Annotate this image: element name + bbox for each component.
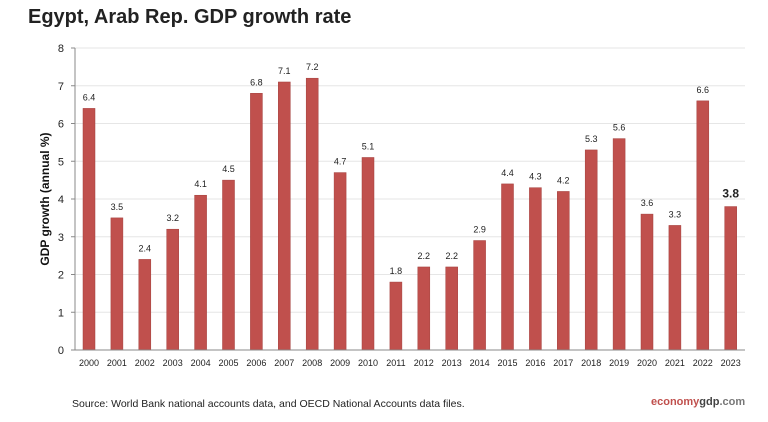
x-tick-label: 2015 [497, 358, 517, 368]
bar-2010 [361, 157, 375, 351]
data-label: 4.5 [222, 164, 235, 174]
bar-2023 [724, 206, 737, 351]
data-label: 4.4 [501, 168, 514, 178]
chart-title: Egypt, Arab Rep. GDP growth rate [28, 6, 352, 28]
data-label: 2.9 [473, 225, 486, 235]
x-tick-label: 2005 [218, 358, 238, 368]
y-tick-label: 1 [58, 307, 64, 319]
bar-2017 [557, 191, 570, 351]
data-labels: 6.4 3.5 2.4 3.2 4.1 4.5 6.8 7.1 7.2 4.7 5.1 1.8 2.2 2… [83, 62, 740, 276]
data-label: 3.5 [111, 202, 124, 212]
data-label: 5.3 [585, 134, 598, 144]
y-axis-label: GDP growth (annual %) [38, 132, 52, 265]
data-label: 5.1 [362, 141, 375, 151]
y-tick-label: 8 [58, 43, 64, 55]
x-tick-label: 2019 [609, 358, 629, 368]
y-tick-label: 5 [58, 156, 64, 168]
data-label: 5.6 [613, 123, 626, 133]
data-label: 3.6 [641, 198, 654, 208]
x-axis-ticks: 2000 2001 2002 2003 2004 2005 2006 2007 2008 2009… [79, 358, 741, 368]
x-tick-label: 2006 [246, 358, 266, 368]
data-label: 2.4 [139, 243, 152, 253]
bar-2012 [417, 266, 431, 351]
data-label: 3.8 [722, 187, 739, 201]
x-tick-label: 2023 [721, 358, 741, 368]
bar-2013 [445, 266, 458, 351]
y-tick-label: 3 [58, 232, 64, 244]
y-tick-label: 0 [58, 345, 64, 357]
bar-2014 [473, 240, 486, 351]
economygdp-logo: economygdp.com [651, 396, 746, 408]
x-tick-label: 2004 [191, 358, 211, 368]
x-tick-label: 2012 [414, 358, 434, 368]
data-label: 3.3 [669, 209, 682, 219]
data-label: 4.7 [334, 157, 347, 167]
bar-2020 [640, 213, 654, 351]
data-label: 6.6 [697, 85, 710, 95]
x-tick-label: 2003 [163, 358, 183, 368]
data-label: 7.2 [306, 62, 319, 72]
bar-2004 [194, 194, 207, 351]
data-label: 6.8 [250, 77, 263, 87]
data-label: 4.2 [557, 175, 570, 185]
data-label: 3.2 [166, 213, 179, 223]
data-label: 1.8 [390, 266, 403, 276]
data-label: 2.2 [445, 251, 458, 261]
x-tick-label: 2016 [525, 358, 545, 368]
bar-2022 [696, 100, 710, 351]
y-tick-label: 6 [58, 119, 64, 131]
bar-2007 [278, 81, 291, 351]
bar-2003 [166, 228, 179, 351]
y-tick-label: 2 [58, 270, 64, 282]
x-tick-label: 2017 [553, 358, 573, 368]
y-axis-ticks: 0 1 2 3 4 5 6 7 8 [58, 43, 75, 357]
x-tick-label: 2020 [637, 358, 657, 368]
bar-2008 [305, 77, 319, 351]
data-label: 4.1 [194, 179, 207, 189]
x-tick-label: 2010 [358, 358, 378, 368]
bar-2018 [584, 149, 598, 351]
bar-2005 [222, 179, 235, 351]
x-tick-label: 2018 [581, 358, 601, 368]
x-tick-label: 2009 [330, 358, 350, 368]
x-tick-label: 2008 [302, 358, 322, 368]
bar-2006 [250, 93, 263, 351]
x-tick-label: 2000 [79, 358, 99, 368]
source-note: Source: World Bank national accounts dat… [72, 398, 465, 410]
y-tick-label: 7 [58, 81, 64, 93]
y-tick-label: 4 [58, 194, 64, 206]
x-tick-label: 2007 [274, 358, 294, 368]
x-tick-label: 2021 [665, 358, 685, 368]
bar-2001 [110, 217, 124, 351]
x-tick-label: 2014 [470, 358, 490, 368]
bar-2002 [138, 259, 152, 351]
data-label: 2.2 [418, 251, 431, 261]
x-tick-label: 2011 [386, 358, 405, 368]
bar-2000 [82, 108, 96, 351]
x-tick-label: 2022 [693, 358, 713, 368]
x-tick-label: 2002 [135, 358, 155, 368]
data-label: 4.3 [529, 172, 542, 182]
bar-2015 [501, 183, 514, 351]
gridlines [75, 47, 745, 313]
x-tick-label: 2013 [442, 358, 462, 368]
data-label: 7.1 [278, 66, 291, 76]
bars [82, 77, 737, 351]
bar-2021 [668, 225, 682, 351]
bar-2011 [389, 281, 403, 351]
bar-2016 [529, 187, 542, 351]
data-label: 6.4 [83, 92, 96, 102]
x-tick-label: 2001 [107, 358, 127, 368]
bar-2009 [333, 172, 347, 351]
bar-2019 [612, 138, 626, 351]
